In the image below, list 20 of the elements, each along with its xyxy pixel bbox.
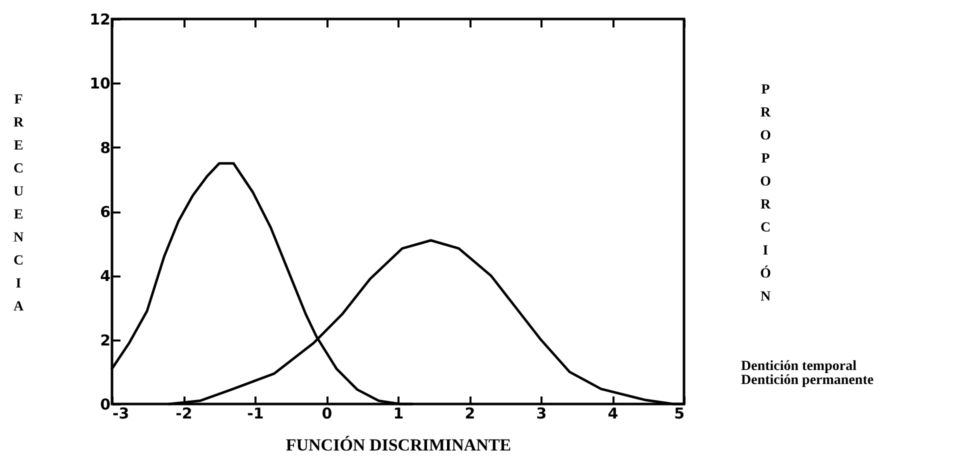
y-tick-label: 12 bbox=[90, 10, 110, 28]
x-tick-label: 2 bbox=[464, 404, 476, 422]
x-tick-label: -3 bbox=[112, 404, 130, 422]
y-tick-label: 8 bbox=[100, 138, 110, 157]
x-tick-label: -1 bbox=[247, 404, 264, 422]
y-tick-label: 4 bbox=[100, 267, 110, 286]
text: Dentición temporal bbox=[741, 359, 857, 374]
text: Dentición permanente bbox=[741, 373, 874, 388]
x-tick-label: 4 bbox=[608, 404, 618, 422]
x-tick-label: 5 bbox=[674, 404, 684, 422]
x-axis-title: FUNCIÓN DISCRIMINANTE bbox=[286, 436, 512, 454]
x-tick-label: 3 bbox=[536, 404, 547, 422]
text: PROPORCIÓN bbox=[760, 82, 771, 304]
x-tick-label: 0 bbox=[322, 404, 332, 422]
text: FRECUENCIA bbox=[13, 92, 24, 314]
y-tick-label: 2 bbox=[100, 331, 110, 350]
y-tick-label: 6 bbox=[100, 203, 110, 221]
x-tick-label: 1 bbox=[393, 404, 404, 422]
x-tick-label: -2 bbox=[176, 404, 192, 422]
y-tick-label: 10 bbox=[90, 74, 110, 93]
